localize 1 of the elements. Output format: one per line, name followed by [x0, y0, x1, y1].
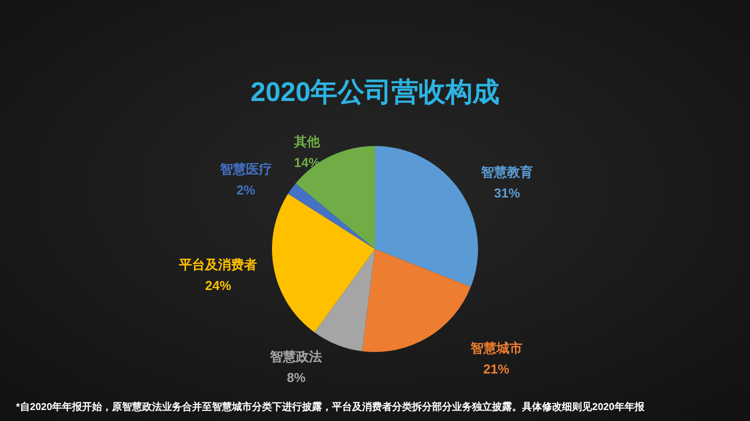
title: 2020年公司营收构成	[250, 77, 500, 107]
